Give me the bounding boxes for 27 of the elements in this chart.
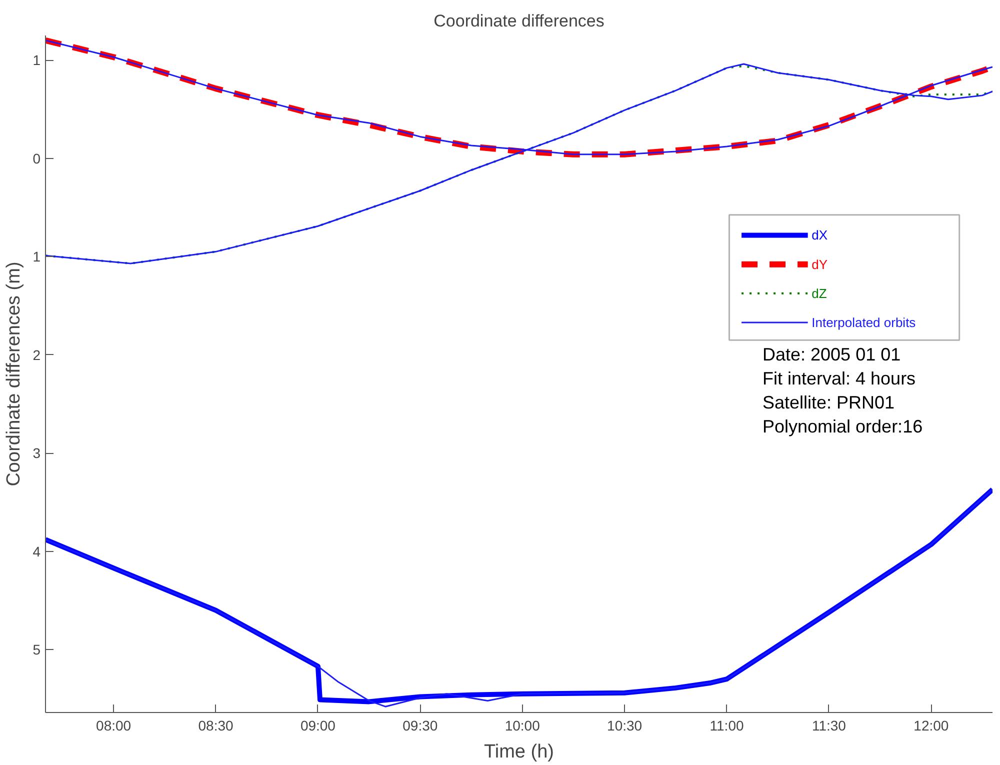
y-tick-label: 5 <box>32 642 41 658</box>
x-axis-title: Time (h) <box>484 742 554 762</box>
text: dX <box>812 228 828 243</box>
y-tick-label: 2 <box>32 346 41 363</box>
y-tick-label: 1 <box>32 52 41 68</box>
x-tick-label: 08:30 <box>198 718 234 734</box>
x-tick-label: 10:30 <box>607 718 642 734</box>
x-tick-label: 12:00 <box>914 718 949 734</box>
x-tick-label: 11:00 <box>710 718 744 734</box>
x-tick-label: 08:00 <box>96 718 132 734</box>
y-axis-title: Coordinate differences (m) <box>4 262 25 486</box>
y-tick-label: 3 <box>32 445 41 462</box>
x-tick-label: 09:00 <box>300 718 336 734</box>
x-tick-label: 09:30 <box>402 718 438 734</box>
text: dY <box>812 256 828 272</box>
y-tick-label: 1 <box>32 248 41 265</box>
annotation: Polynomial order:16 <box>762 416 923 436</box>
x-tick-label: 10:00 <box>504 718 540 734</box>
annotation: Satellite: PRN01 <box>762 392 895 412</box>
x-tick-label: 11:30 <box>812 718 846 734</box>
annotation: Date: 2005 01 01 <box>762 344 901 364</box>
annotation: Fit interval: 4 hours <box>762 368 916 388</box>
text: dZ <box>812 286 827 301</box>
y-tick-label: 4 <box>32 543 41 560</box>
text: Interpolated orbits <box>812 315 916 330</box>
chart-title: Coordinate differences <box>434 12 604 30</box>
y-tick-label: 0 <box>32 150 41 166</box>
